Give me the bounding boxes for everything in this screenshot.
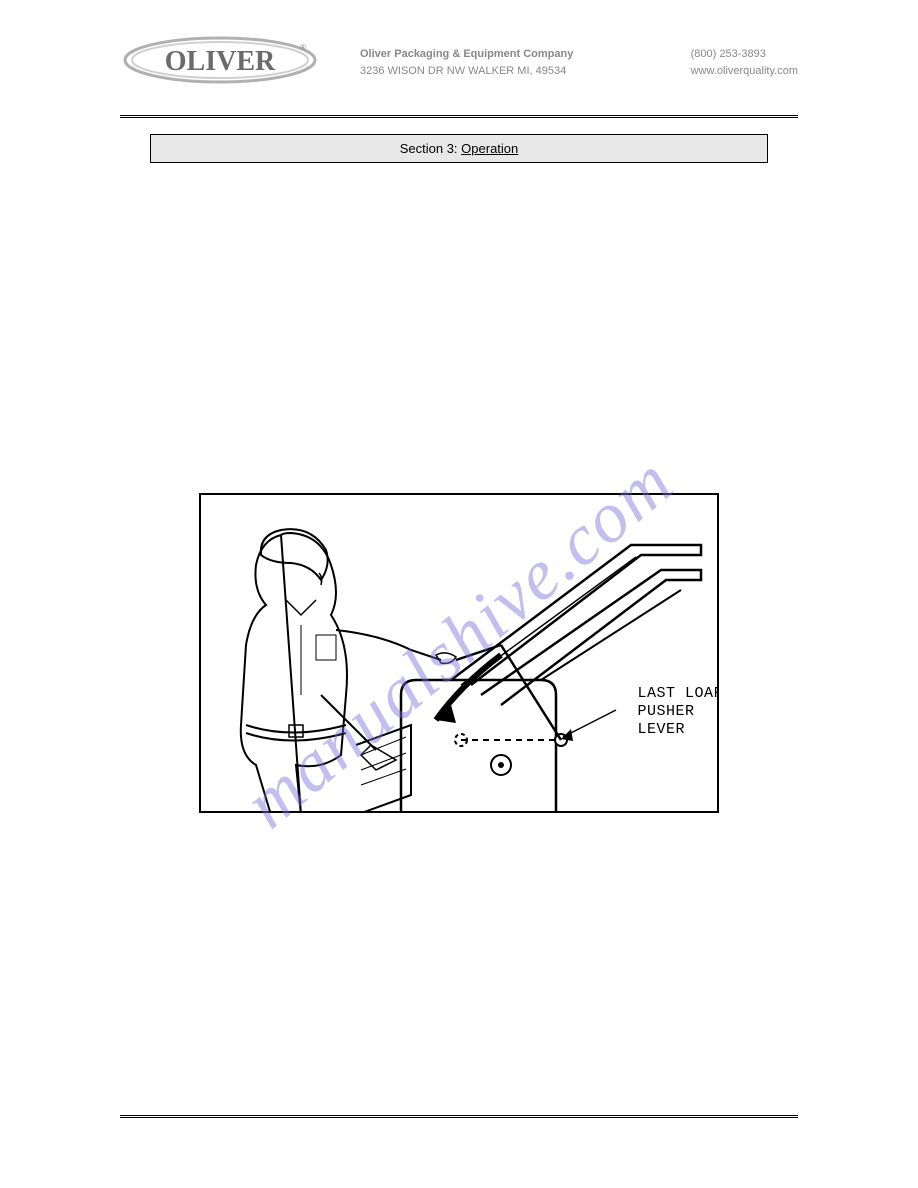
company-address: 3236 WISON DR NW WALKER MI, 49534 [360,63,651,80]
section-prefix: Section 3: [400,141,461,156]
section-title: Operation [461,141,518,156]
website: www.oliverquality.com [691,63,798,80]
figure-box: LAST LOAF PUSHER LEVER [199,493,719,813]
logo-text: OLIVER [165,46,276,77]
phone: (800) 253-3893 [691,46,798,63]
figure-callout-label: LAST LOAF PUSHER LEVER [635,683,719,741]
svg-text:®: ® [300,43,306,52]
page-header: OLIVER ® Oliver Packaging & Equipment Co… [120,30,798,95]
company-info: Oliver Packaging & Equipment Company 323… [360,46,651,79]
footer-rule [120,1115,798,1118]
contact-info: (800) 253-3893 www.oliverquality.com [691,46,798,79]
section-title-bar: Section 3: Operation [150,134,768,163]
header-rule [120,115,798,118]
logo: OLIVER ® [120,30,320,95]
figure: LAST LOAF PUSHER LEVER [199,493,719,813]
company-name: Oliver Packaging & Equipment Company [360,46,651,63]
figure-illustration [201,495,719,813]
